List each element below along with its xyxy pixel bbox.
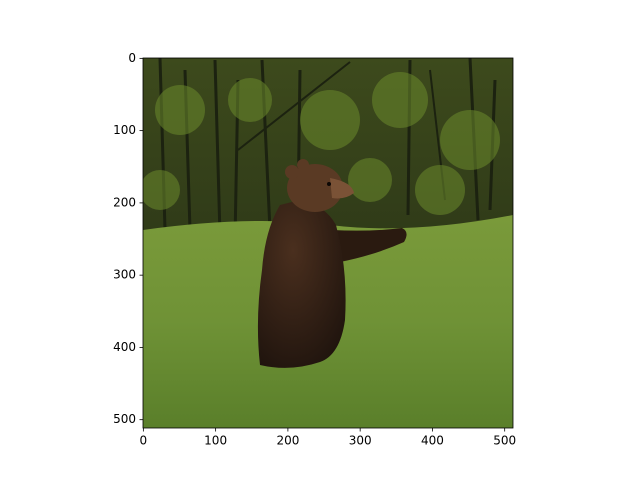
x-tick-label: 0 [140, 434, 148, 448]
bear [257, 159, 407, 368]
x-tick-label: 400 [421, 434, 444, 448]
y-tick-label: 200 [113, 195, 136, 209]
foliage [143, 72, 500, 215]
axes-frame [142, 57, 514, 429]
x-tick-label: 100 [204, 434, 227, 448]
x-tick-label: 200 [276, 434, 299, 448]
y-tick-label: 500 [113, 412, 136, 426]
x-tick-label: 300 [349, 434, 372, 448]
x-tick-label: 500 [493, 434, 516, 448]
image [143, 58, 513, 428]
y-tick-label: 400 [113, 340, 136, 354]
y-tick-label: 100 [113, 123, 136, 137]
y-tick-label: 300 [113, 268, 136, 282]
y-tick-label: 0 [128, 51, 136, 65]
